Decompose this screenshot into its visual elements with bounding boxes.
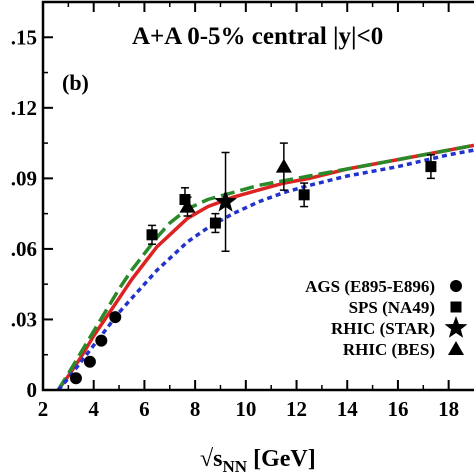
x-tick-label: 10 — [235, 397, 256, 421]
y-tick-label: .03 — [11, 307, 37, 331]
data-point-circle — [109, 311, 122, 324]
x-tick-label: 6 — [139, 397, 150, 421]
legend-marker-square — [450, 301, 462, 313]
x-tick-label: 18 — [438, 397, 459, 421]
legend-label: SPS (NA49) — [349, 298, 435, 317]
model-curve-dashed — [56, 143, 474, 391]
legend-marker-triangle — [448, 341, 464, 355]
x-tick-label: 8 — [190, 397, 201, 421]
data-point-star — [214, 189, 237, 212]
data-point-square — [425, 161, 437, 173]
x-axis-label-suffix: [GeV] — [247, 446, 316, 472]
data-point-circle — [95, 334, 108, 347]
data-point-square — [146, 229, 158, 241]
y-tick-label: .09 — [11, 166, 37, 190]
chart-title: A+A 0-5% central |y|<0 — [132, 23, 383, 50]
y-tick-labels: 0 .03 .06 .09 .12 .15 — [11, 25, 37, 402]
x-tick-label: 4 — [88, 397, 99, 421]
data-point-circle — [69, 372, 82, 385]
x-axis-label-subscript: NN — [223, 457, 248, 474]
legend-marker-circle — [450, 280, 462, 292]
legend-label: RHIC (STAR) — [331, 319, 435, 338]
model-curves — [56, 143, 474, 392]
data-point-square — [209, 217, 221, 229]
data-point-triangle — [275, 158, 292, 173]
data-point-square — [179, 194, 191, 206]
x-tick-label: 14 — [337, 397, 359, 421]
y-tick-label: .15 — [11, 25, 37, 49]
x-axis-label: √sNN [GeV] — [200, 446, 316, 474]
x-tick-label: 2 — [38, 397, 49, 421]
x-axis-label-prefix: √s — [200, 446, 223, 472]
legend-marker-star — [444, 316, 468, 338]
model-curve-dotted — [56, 148, 474, 392]
x-tick-label: 16 — [387, 397, 408, 421]
data-points — [69, 142, 437, 385]
x-tick-labels: 2 4 6 8 10 12 14 16 18 — [38, 397, 459, 421]
legend: AGS (E895-E896) SPS (NA49) RHIC (STAR) RHIC… — [305, 277, 468, 359]
legend-label: RHIC (BES) — [343, 340, 435, 359]
data-point-circle — [83, 355, 96, 368]
data-point-square — [298, 189, 310, 201]
y-tick-label: .06 — [11, 237, 37, 261]
y-tick-label: 0 — [27, 378, 38, 402]
plot-frame — [41, 0, 474, 392]
x-tick-label: 12 — [286, 397, 307, 421]
y-tick-label: .12 — [11, 96, 37, 120]
legend-label: AGS (E895-E896) — [305, 277, 435, 296]
data-point-triangle — [179, 198, 196, 213]
axis-ticks — [42, 2, 450, 391]
panel-label: (b) — [62, 70, 89, 95]
